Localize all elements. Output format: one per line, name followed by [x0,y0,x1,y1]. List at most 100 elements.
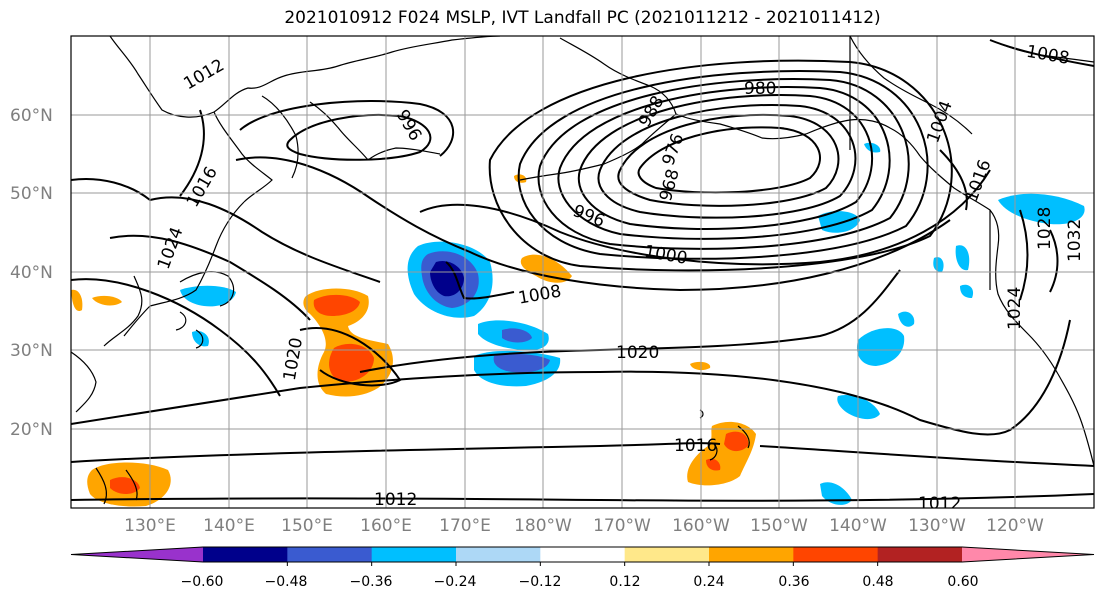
isobar-1004 [239,100,455,157]
lat-label: 30°N [10,341,53,361]
colorbar-segment [709,547,794,562]
isobar-1020 [71,278,281,397]
negative-ivt-region [898,311,915,327]
colorbar-segment [287,547,373,562]
map-title: 2021010912 F024 MSLP, IVT Landfall PC (2… [284,8,881,28]
colorbar-segment [624,547,710,562]
colorbar-segment [203,547,288,562]
colorbar-outline [70,546,1095,563]
contour-label: 980 [744,79,776,99]
lon-label: 120°W [986,516,1044,536]
isobar-968 [637,126,821,194]
lat-label: 20°N [10,420,53,440]
colorbar-segment [371,547,457,562]
isobar-980 [577,94,874,230]
lon-label: 140°W [829,516,887,536]
lon-label: 180°W [514,516,572,536]
positive-ivt-region [71,289,83,312]
positive-ivt-region [92,295,122,306]
colorbar-segment [877,547,963,562]
ivt-shading [71,142,1085,507]
isobar-984 [557,86,891,240]
isobar-ne-2 [939,149,968,211]
lon-label: 140°E [203,516,255,536]
negative-ivt-region [955,245,970,271]
longitude-labels: 130°E 140°E 150°E 160°E 170°E 180°W 170°… [124,516,1044,536]
gridlines [71,36,1094,508]
negative-ivt-region [820,482,852,505]
lat-label: 60°N [10,106,53,126]
isobars [71,39,1094,502]
colorbar-tick-label: 0.12 [609,574,640,590]
lon-label: 160°E [360,516,412,536]
isobar-1008-ne [989,39,1094,67]
colorbar-tick-label: −0.12 [519,574,562,590]
isobar-1008 [235,156,951,292]
colorbar-tick-label: 0.48 [862,574,893,590]
isobar-1020-east [359,269,901,373]
positive-ivt-region [690,361,711,371]
positive-ivt-region [706,458,721,471]
isobar-1016-south-east [759,445,1094,467]
positive-ivt-region [110,477,140,494]
negative-ivt-region [960,284,974,298]
map-frame [70,35,1095,509]
colorbar-tick-label: 0.24 [693,574,724,590]
isobar-992 [517,70,929,260]
isobar-1024 [71,319,1071,436]
contour-label: 1024 [1005,287,1025,330]
colorbar-extend-max [962,547,1094,562]
contour-label: 1028 [1035,207,1055,250]
contour-label: 1016 [674,436,717,456]
colorbar-extend-min [71,547,203,562]
isobar-972 [617,113,840,207]
colorbar-ticks: −0.60 −0.48 −0.36 −0.24 −0.12 0.12 0.24 … [181,574,979,590]
colorbar-tick-label: −0.24 [434,574,477,590]
colorbar-tick-label: 0.60 [947,574,978,590]
lat-label: 40°N [10,263,53,283]
isobar-1016-south [71,442,721,463]
colorbar-tick-label: 0.36 [778,574,809,590]
isobar-996-west [286,114,432,161]
isobar-w-2 [179,109,205,197]
isobar-1016 [109,234,311,321]
latitude-labels: 60°N 50°N 40°N 30°N 20°N [10,106,53,440]
isobar-976 [597,103,857,219]
contour-label: 1032 [1065,219,1085,262]
lat-label: 50°N [10,184,53,204]
positive-ivt-region [724,431,749,452]
positive-ivt-region [520,254,572,283]
colorbar-segment [456,547,541,562]
positive-ivt-region [313,294,360,316]
colorbar [70,546,1095,566]
colorbar-tick-label: −0.48 [265,574,308,590]
negative-ivt-region [933,257,944,272]
isobar-1032 [1049,229,1059,293]
negative-ivt-region [192,330,209,347]
lon-label: 170°E [439,516,491,536]
positive-ivt-region [514,174,527,183]
isobar-1008-low [445,261,515,300]
isobar-w-1 [71,178,151,201]
negative-ivt-region [998,193,1085,225]
negative-ivt-region [430,260,464,297]
lon-label: 170°W [593,516,651,536]
isobar-1000 [419,169,991,266]
lon-label: 130°E [124,516,176,536]
isobar-1012 [149,196,381,283]
contour-label: 1012 [918,494,961,514]
isobar-988 [537,78,910,250]
isobar-1028 [1019,209,1029,301]
negative-ivt-region [493,353,550,373]
contour-label: 1012 [374,490,417,510]
negative-ivt-region [502,328,532,343]
negative-ivt-region [837,394,880,420]
negative-ivt-region [856,328,905,366]
positive-ivt-region [329,343,374,382]
colorbar-tick-label: −0.36 [350,574,393,590]
colorbar-segment [540,547,626,562]
isobar-1012-south [71,493,1094,502]
colorbar-segment [793,547,879,562]
contour-label: 1020 [616,343,659,363]
